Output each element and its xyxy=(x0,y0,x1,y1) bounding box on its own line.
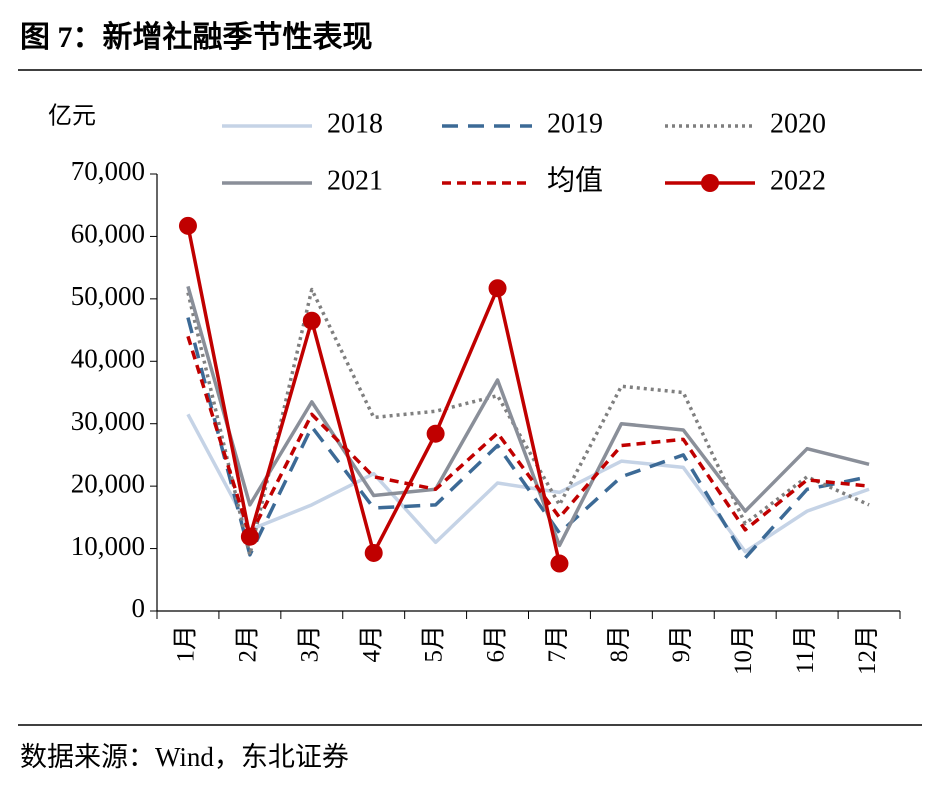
x-tick-label: 11月 xyxy=(792,625,819,674)
y-tick-label: 0 xyxy=(132,593,146,623)
series-marker xyxy=(240,527,259,546)
y-tick-label: 30,000 xyxy=(71,406,145,436)
legend-label: 2022 xyxy=(770,165,826,196)
y-tick-label: 40,000 xyxy=(71,343,145,373)
legend-label: 2020 xyxy=(770,108,826,139)
series-line xyxy=(186,285,870,548)
x-tick-label: 4月 xyxy=(358,625,385,663)
series-marker xyxy=(178,216,197,235)
y-tick-label: 20,000 xyxy=(71,468,145,498)
source: 数据来源：Wind，东北证券 xyxy=(20,742,349,772)
x-tick-label: 3月 xyxy=(297,625,324,663)
y-tick-label: 60,000 xyxy=(71,219,145,249)
x-tick-label: 5月 xyxy=(420,625,447,663)
series-marker xyxy=(426,424,445,443)
y-tick-label: 70,000 xyxy=(71,156,145,186)
x-tick-label: 8月 xyxy=(606,625,633,663)
x-tick-label: 12月 xyxy=(854,625,881,675)
legend-marker xyxy=(701,174,719,192)
x-tick-label: 1月 xyxy=(173,625,200,663)
series-marker xyxy=(302,311,321,330)
chart-title: 图 7：新增社融季节性表现 xyxy=(20,21,373,54)
legend-label: 2019 xyxy=(547,108,603,139)
series-marker xyxy=(364,543,383,562)
x-tick-label: 7月 xyxy=(544,625,571,663)
series-marker xyxy=(488,279,507,298)
x-tick-label: 9月 xyxy=(668,625,695,663)
y-tick-label: 50,000 xyxy=(71,281,145,311)
y-axis-label: 亿元 xyxy=(48,103,96,130)
x-tick-label: 6月 xyxy=(482,625,509,663)
y-tick-label: 10,000 xyxy=(71,531,145,561)
x-tick-label: 2月 xyxy=(235,625,262,663)
series-line xyxy=(186,317,870,560)
series-line xyxy=(186,287,870,557)
series-marker xyxy=(550,554,569,573)
series-line xyxy=(186,335,870,538)
legend-label: 2021 xyxy=(327,165,383,196)
x-tick-label: 10月 xyxy=(730,625,757,675)
legend-label: 均值 xyxy=(547,164,603,196)
legend-label: 2018 xyxy=(327,108,383,139)
